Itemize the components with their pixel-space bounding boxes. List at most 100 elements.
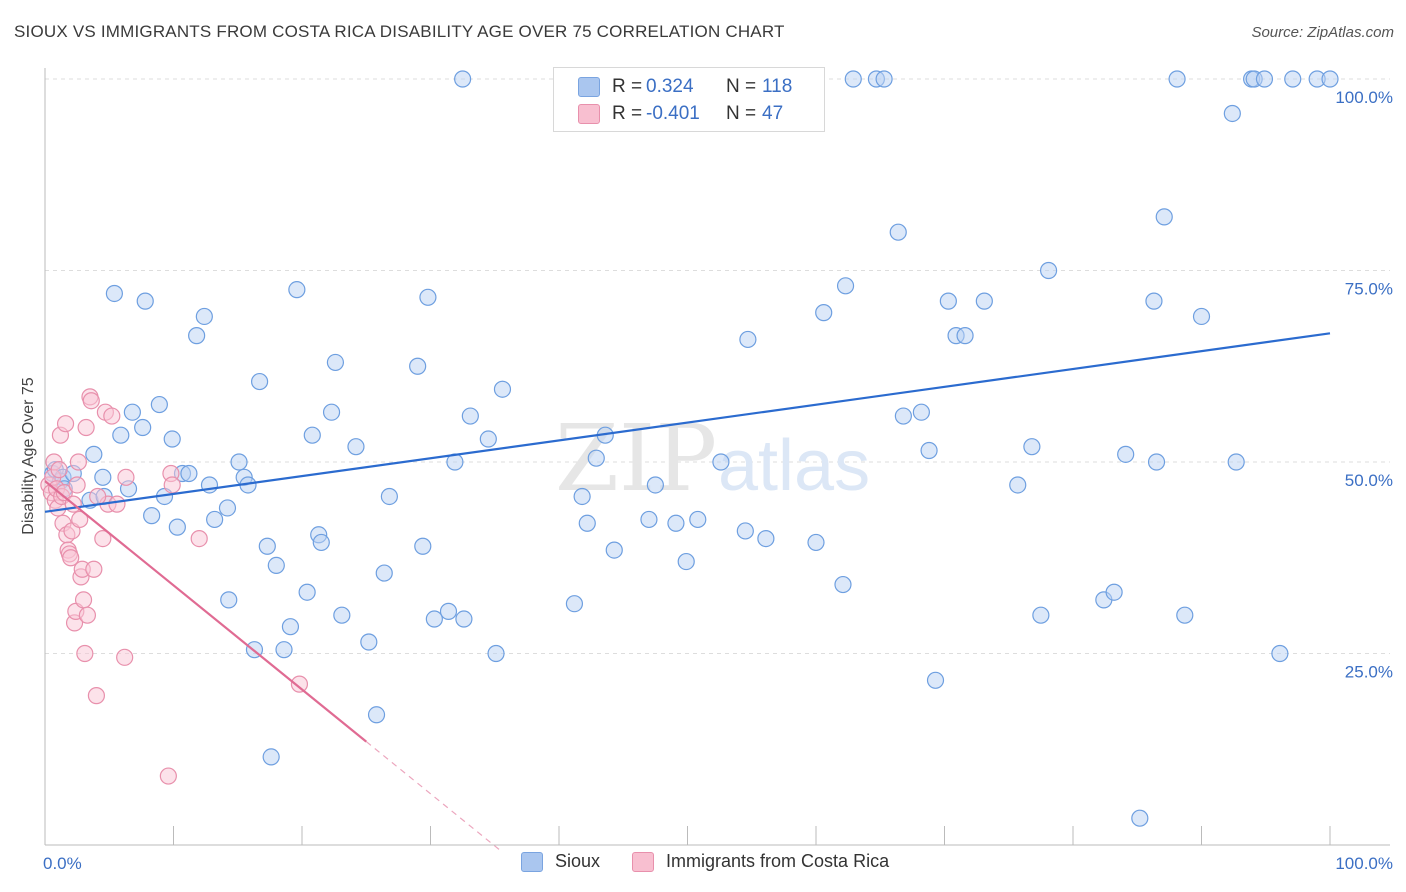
point-costa-rica [190, 529, 208, 548]
point-sioux [493, 380, 512, 398]
point-sioux [262, 748, 280, 766]
point-sioux [736, 522, 754, 540]
point-sioux [220, 591, 238, 609]
point-sioux [667, 514, 685, 532]
legend-r-value: -0.401 [646, 103, 700, 124]
point-sioux [578, 514, 596, 532]
point-costa-rica [163, 476, 181, 494]
bottom-legend-item-sioux: Sioux [521, 851, 600, 872]
point-sioux [123, 403, 141, 421]
point-costa-rica [89, 487, 107, 506]
point-sioux [275, 641, 293, 659]
point-sioux [414, 537, 432, 555]
point-sioux [640, 510, 658, 529]
bottom-legend-label-costa-rica: Immigrants from Costa Rica [666, 851, 890, 871]
point-sioux [322, 403, 341, 421]
point-sioux [844, 70, 862, 88]
point-sioux [206, 510, 224, 529]
point-sioux [347, 438, 365, 456]
legend-r-value: 0.324 [646, 76, 694, 97]
bottom-legend-swatch-costa-rica [632, 851, 655, 872]
point-costa-rica [103, 407, 121, 425]
point-sioux [920, 441, 938, 460]
point-sioux [168, 518, 186, 536]
legend-swatch-costa-rica [578, 104, 600, 124]
point-sioux [912, 403, 930, 421]
point-sioux [195, 307, 213, 326]
point-sioux [712, 453, 730, 471]
legend-n-value: 118 [762, 76, 793, 97]
point-sioux [939, 292, 957, 310]
point-sioux [889, 223, 907, 241]
point-sioux [312, 533, 330, 552]
point-costa-rica [71, 510, 89, 529]
point-sioux [1227, 453, 1245, 471]
point-sioux [94, 468, 112, 486]
point-sioux [258, 537, 276, 555]
chart-title: SIOUX VS IMMIGRANTS FROM COSTA RICA DISA… [14, 22, 785, 41]
y-axis-label: Disability Age Over 75 [20, 377, 37, 535]
source-label: Source: ZipAtlas.com [1251, 24, 1394, 41]
y-tick-label: 50.0% [1345, 471, 1393, 490]
point-sioux [1271, 644, 1289, 663]
point-sioux [250, 372, 269, 391]
point-sioux [112, 426, 130, 444]
point-sioux [425, 610, 443, 628]
point-costa-rica [77, 418, 95, 437]
point-sioux [573, 487, 591, 506]
point-sioux [150, 395, 168, 414]
point-costa-rica [117, 468, 135, 486]
point-sioux [1039, 261, 1058, 280]
point-sioux [298, 583, 316, 601]
point-costa-rica [159, 767, 177, 785]
series-sioux [44, 70, 1339, 827]
point-sioux [375, 564, 393, 582]
watermark-atlas: atlas [718, 426, 870, 506]
point-sioux [1009, 476, 1027, 494]
point-costa-rica [62, 549, 80, 567]
bottom-legend-item-costa-rica: Immigrants from Costa Rica [632, 851, 889, 872]
point-sioux [1131, 809, 1149, 827]
point-costa-rica [85, 560, 103, 578]
point-sioux [288, 281, 306, 299]
point-sioux [267, 556, 285, 575]
point-sioux [956, 327, 974, 345]
bottom-legend: Sioux Immigrants from Costa Rica [521, 851, 921, 872]
point-sioux [894, 407, 912, 425]
point-sioux [1032, 606, 1050, 624]
legend-n-label: N = [726, 76, 757, 97]
point-sioux [807, 533, 825, 552]
bottom-legend-label-sioux: Sioux [555, 851, 601, 871]
point-sioux [836, 277, 855, 295]
point-sioux [565, 595, 584, 613]
trend-lines [44, 332, 1331, 852]
grid-lines [45, 78, 1390, 654]
point-sioux [677, 552, 695, 571]
point-sioux [1105, 583, 1123, 601]
point-sioux [1117, 445, 1135, 463]
legend-swatch-sioux [578, 77, 600, 97]
point-costa-rica [68, 476, 86, 494]
y-tick-label: 75.0% [1345, 280, 1393, 299]
point-sioux [1192, 307, 1211, 326]
point-sioux [1145, 292, 1163, 310]
point-sioux [281, 618, 300, 636]
legend-r-label: R = [612, 103, 643, 124]
point-sioux [188, 327, 206, 345]
point-sioux [926, 671, 945, 689]
point-sioux [455, 610, 473, 628]
point-costa-rica [87, 687, 106, 705]
point-sioux [1321, 70, 1339, 88]
point-costa-rica [76, 644, 94, 663]
point-sioux [1023, 438, 1041, 456]
point-sioux [646, 476, 664, 494]
point-costa-rica [50, 461, 68, 479]
point-sioux [875, 70, 893, 88]
trend-line-extension-costa-rica [365, 741, 502, 852]
y-tick-label: 100.0% [1335, 88, 1393, 107]
point-sioux [1147, 453, 1166, 471]
point-sioux [333, 606, 351, 624]
legend-n-value: 47 [762, 103, 784, 124]
point-sioux [1176, 606, 1194, 624]
